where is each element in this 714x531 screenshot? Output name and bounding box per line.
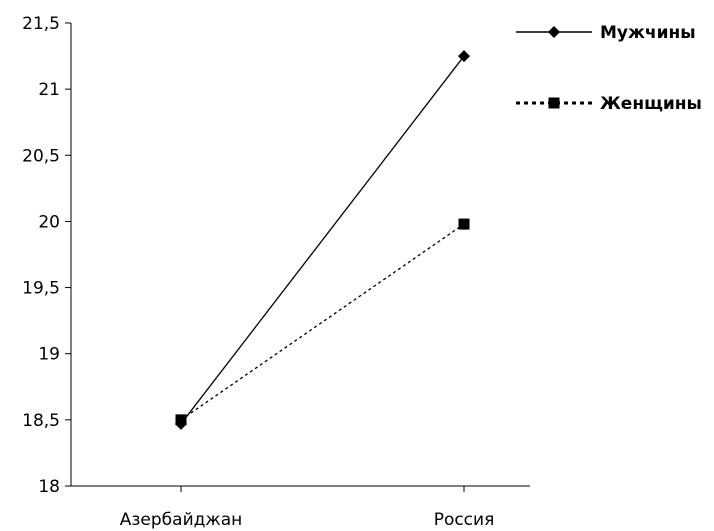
y-tick-label: 18,5: [22, 411, 60, 431]
x-tick-label: Россия: [434, 510, 495, 530]
legend-label: Женщины: [600, 94, 702, 114]
legend-marker: [548, 97, 560, 109]
x-ticks: Азербайджан Россия: [120, 486, 495, 530]
series-1-point: [458, 50, 470, 63]
y-tick-label: 19: [38, 345, 60, 365]
y-ticks: 18 18,5 19 19,5 20 20,5 21 21,5: [22, 14, 71, 497]
y-tick-label: 19,5: [22, 279, 60, 299]
legend-entry: Мужчины: [516, 23, 696, 43]
y-tick-label: 20: [38, 212, 60, 232]
series-2-line: [180, 223, 465, 421]
x-axis: Азербайджан Россия: [71, 485, 530, 530]
legend: Мужчины Женщины: [516, 23, 702, 114]
series-1-line: [180, 55, 465, 425]
y-tick-label: 20,5: [22, 146, 60, 166]
legend-entry: Женщины: [516, 94, 702, 114]
series-2-point: [458, 218, 470, 230]
x-tick-label: Азербайджан: [120, 510, 242, 530]
legend-marker: [548, 26, 560, 38]
y-tick-label: 18: [38, 477, 60, 497]
y-tick-label: 21: [38, 80, 60, 100]
plot-area: [175, 50, 470, 430]
series-2-point: [175, 414, 187, 426]
y-tick-label: 21,5: [22, 14, 60, 34]
y-axis: 18 18,5 19 19,5 20 20,5 21 21,5: [22, 14, 72, 497]
legend-label: Мужчины: [600, 23, 696, 43]
